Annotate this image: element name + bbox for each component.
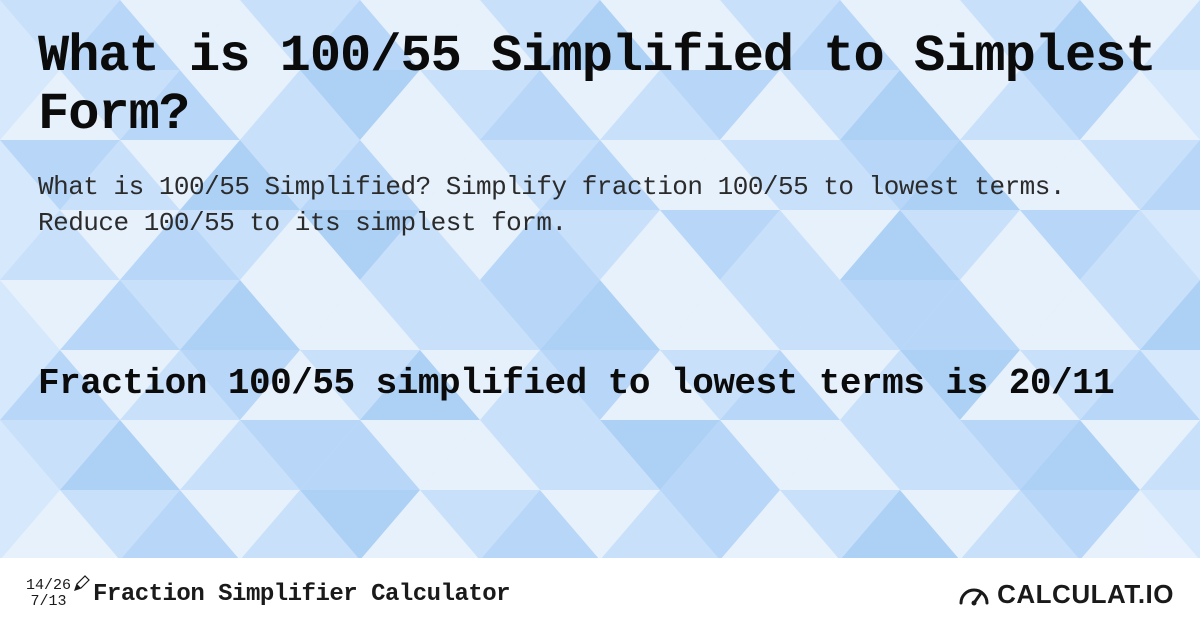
footer-left-group: 14/26 7/13 Fraction Simplifier Calculato… [26, 578, 510, 610]
gauge-icon [957, 581, 991, 607]
fraction-logo-icon: 14/26 7/13 [26, 578, 75, 610]
tool-name-label: Fraction Simplifier Calculator [93, 581, 510, 608]
description-text: What is 100/55 Simplified? Simplify frac… [38, 170, 1088, 240]
fraction-logo-top: 14/26 [26, 578, 71, 594]
fraction-logo-bottom: 7/13 [31, 594, 67, 610]
brand-label: CALCULAT.IO [997, 579, 1174, 610]
footer-bar: 14/26 7/13 Fraction Simplifier Calculato… [0, 558, 1200, 630]
brand-group: CALCULAT.IO [957, 579, 1174, 610]
page-title: What is 100/55 Simplified to Simplest Fo… [38, 28, 1162, 144]
main-content: What is 100/55 Simplified to Simplest Fo… [0, 0, 1200, 630]
answer-text: Fraction 100/55 simplified to lowest ter… [38, 361, 1138, 406]
pencil-icon [73, 574, 91, 592]
